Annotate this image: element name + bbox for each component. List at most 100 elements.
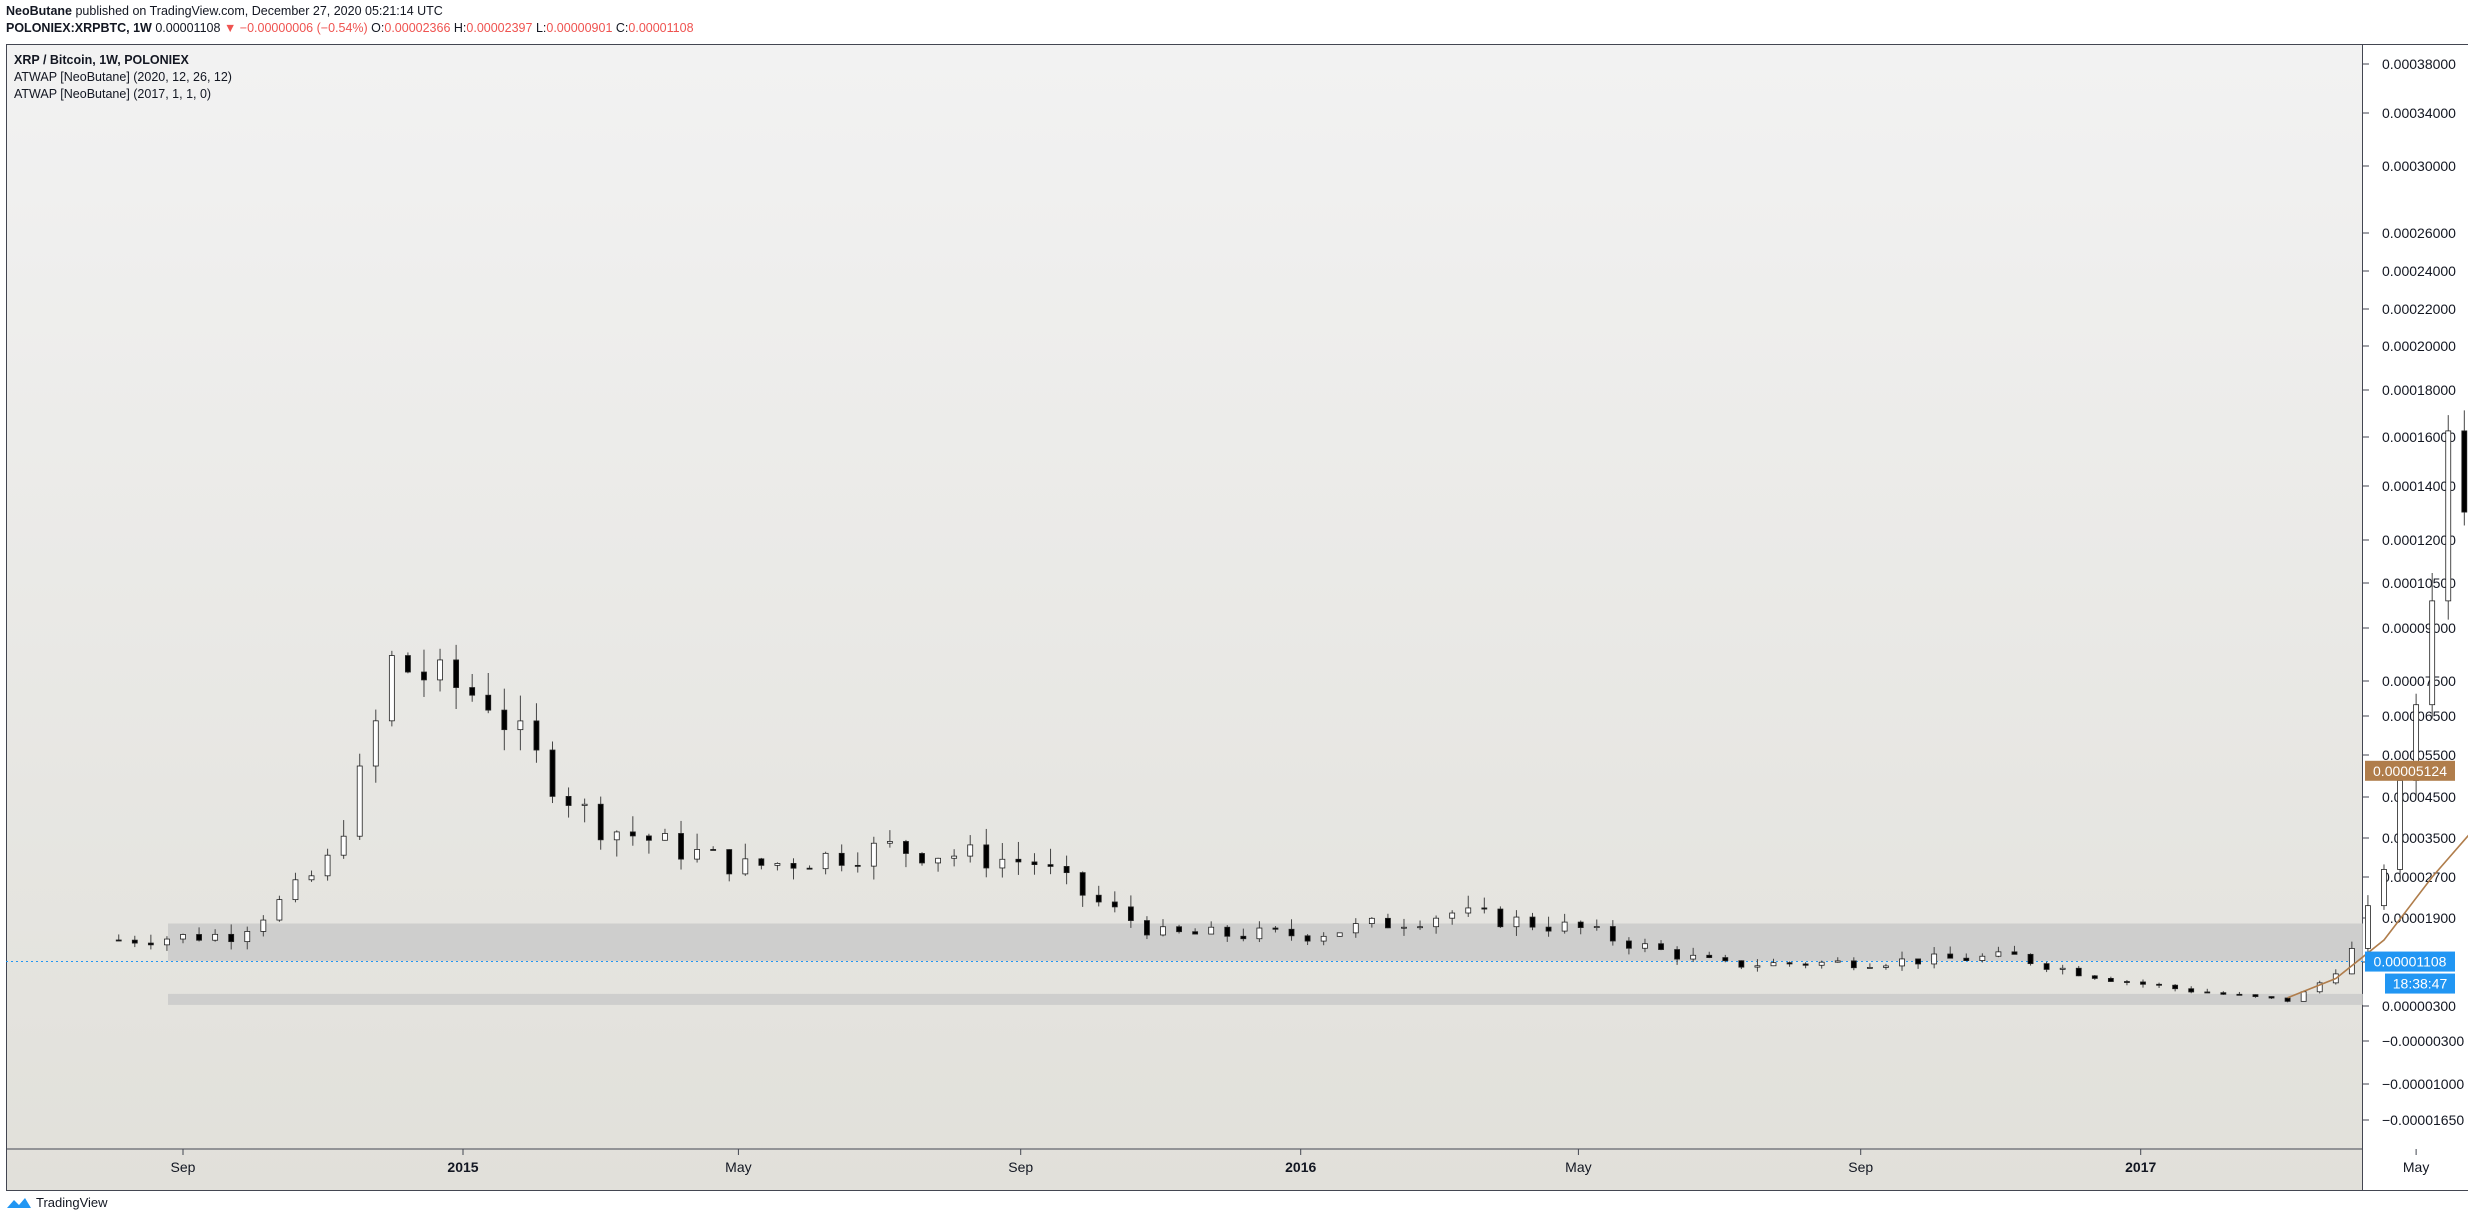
candle-body <box>501 709 508 731</box>
candle-body <box>517 720 524 731</box>
candle-body <box>758 858 765 866</box>
time-tick-label: Sep <box>171 1159 196 1175</box>
candle-body <box>356 765 363 837</box>
candle-body <box>2124 981 2130 983</box>
open-value: 0.00002366 <box>384 20 451 35</box>
candle-body <box>1224 926 1231 937</box>
candle-body <box>886 841 893 844</box>
candle-body <box>935 857 941 864</box>
candle-body <box>999 858 1006 869</box>
price-tick-label: 0.00014000 <box>2382 478 2456 494</box>
candle-body <box>1111 901 1118 908</box>
candle-body <box>2011 951 2018 955</box>
price-tick-label: 0.00010500 <box>2382 575 2456 591</box>
candle-body <box>244 931 251 943</box>
candle-body <box>919 853 925 864</box>
time-tick-label: Sep <box>1848 1159 1873 1175</box>
price-tick-label: −0.00001650 <box>2382 1112 2464 1128</box>
candle-body <box>1256 927 1263 940</box>
candle-body <box>1385 917 1391 929</box>
candle-body <box>437 659 443 681</box>
candle-body <box>2027 953 2034 965</box>
candle-body <box>2461 430 2468 513</box>
low-label: L: <box>535 20 547 35</box>
candle-body <box>324 854 331 877</box>
candle-body <box>2204 991 2211 994</box>
candle-body <box>1240 935 1247 940</box>
candle-body <box>1963 957 1970 961</box>
candle-body <box>1802 963 1809 966</box>
candle-body <box>549 749 556 797</box>
publish-info: published on TradingView.com, December 2… <box>75 4 443 18</box>
candle-body <box>1834 960 1841 963</box>
author-name[interactable]: NeoButane <box>6 4 72 18</box>
candle-body <box>1899 958 1905 967</box>
price-tick-label: 0.00018000 <box>2382 382 2456 398</box>
candle-body <box>2252 994 2259 997</box>
candle-body <box>1031 861 1038 865</box>
candle-body <box>1513 916 1520 928</box>
time-tick-label: 2016 <box>1285 1159 1316 1175</box>
candle-body <box>340 835 347 856</box>
candle-body <box>1063 866 1070 874</box>
atwap-price-label: 0.00005124 <box>2373 763 2447 779</box>
candle-body <box>1144 920 1150 936</box>
price-tick-label: 0.00016000 <box>2382 429 2456 445</box>
candle-body <box>1915 958 1921 965</box>
candle-body <box>276 899 283 921</box>
candle-body <box>597 803 604 841</box>
change-text: −0.00000006 (−0.54%) <box>239 20 368 35</box>
support-zone <box>168 923 2363 961</box>
candle-body <box>1642 943 1648 949</box>
candle-body <box>565 795 572 806</box>
price-tick-label: 0.00012000 <box>2382 532 2456 548</box>
last-price-text: 0.00001108 <box>155 20 221 35</box>
candle-body <box>1079 872 1086 896</box>
candle-body <box>1127 906 1134 921</box>
candle-body <box>1192 931 1199 935</box>
price-axis[interactable] <box>2363 44 2468 1191</box>
countdown-label: 18:38:47 <box>2393 976 2448 992</box>
chart-header: NeoButane published on TradingView.com, … <box>6 3 694 36</box>
candle-body <box>854 864 861 867</box>
footer-brand-label: TradingView <box>36 1195 108 1210</box>
candle-body <box>2188 988 2195 993</box>
candle-body <box>1401 926 1407 929</box>
candle-body <box>726 849 733 875</box>
price-tick-label: 0.00004500 <box>2382 789 2456 805</box>
candle-body <box>983 844 990 869</box>
candle-body <box>1368 917 1375 924</box>
candle-body <box>1947 953 1954 959</box>
candle-body <box>1304 935 1311 942</box>
price-tick-label: 0.00002700 <box>2382 869 2456 885</box>
candle-body <box>1529 916 1536 928</box>
low-value: 0.00000901 <box>546 20 613 35</box>
time-tick-label: 2015 <box>447 1159 478 1175</box>
candle-body <box>164 938 170 946</box>
candle-body <box>2316 982 2323 993</box>
candle-body <box>260 919 267 932</box>
candle-body <box>2381 869 2387 907</box>
candle-body <box>147 942 154 946</box>
legend-indicator-2[interactable]: ATWAP [NeoButane] (2017, 1, 1, 0) <box>14 87 212 101</box>
candle-body <box>1658 943 1664 950</box>
change-arrow-icon: ▼ <box>223 20 237 35</box>
candle-body <box>742 858 749 875</box>
candle-body <box>1706 954 1713 958</box>
footer-brand[interactable]: TradingView <box>6 1195 108 1210</box>
price-tick-label: 0.00009000 <box>2382 620 2456 636</box>
legend-indicator-1[interactable]: ATWAP [NeoButane] (2020, 12, 26, 12) <box>14 70 232 84</box>
candle-body <box>1208 926 1215 935</box>
high-value: 0.00002397 <box>466 20 533 35</box>
candle-body <box>2365 905 2371 949</box>
candle-body <box>1979 955 1986 961</box>
candle-body <box>1786 962 1793 965</box>
candle-body <box>1722 957 1729 962</box>
price-tick-label: 0.00003500 <box>2382 830 2456 846</box>
candle-body <box>180 934 186 940</box>
candle-body <box>453 659 460 688</box>
candle-body <box>1561 921 1568 932</box>
candle-body <box>694 849 700 860</box>
countdown-badge <box>2385 973 2455 994</box>
